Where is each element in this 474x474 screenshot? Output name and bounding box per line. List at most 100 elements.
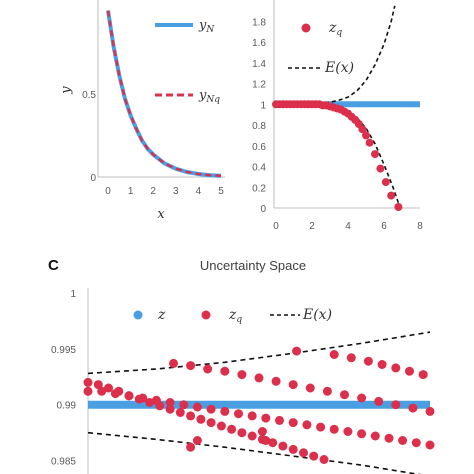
point-zq bbox=[83, 377, 93, 387]
point-zq bbox=[365, 138, 374, 147]
point-zq bbox=[268, 438, 278, 448]
y-tick-label: 0.6 bbox=[252, 142, 266, 153]
x-tick-label: 2 bbox=[309, 221, 315, 232]
point-zq bbox=[377, 360, 387, 369]
point-zq bbox=[408, 403, 418, 413]
point-zq bbox=[206, 418, 216, 428]
y-tick-label: 1.8 bbox=[252, 17, 266, 28]
point-zq bbox=[145, 398, 155, 407]
point-zq bbox=[381, 178, 390, 187]
legend-label-zq: zq bbox=[328, 20, 342, 38]
point-zq bbox=[234, 409, 243, 419]
y-tick-label: 1.4 bbox=[252, 59, 266, 70]
point-zq bbox=[271, 376, 281, 386]
point-zq bbox=[357, 429, 367, 439]
point-zq bbox=[165, 398, 175, 407]
point-zq bbox=[309, 451, 319, 461]
point-zq bbox=[220, 366, 230, 376]
y-tick-label: 0.8 bbox=[252, 121, 266, 132]
point-zq bbox=[376, 164, 385, 173]
point-zq bbox=[196, 414, 206, 424]
point-zq bbox=[411, 438, 421, 448]
x-tick-label: 3 bbox=[173, 186, 179, 197]
point-zq bbox=[357, 393, 367, 403]
series-line-y_Nq bbox=[106, 10, 222, 177]
point-zq bbox=[104, 383, 113, 393]
point-zq bbox=[186, 361, 196, 371]
point-zq bbox=[192, 436, 202, 445]
bound-lower-Ex bbox=[276, 103, 401, 209]
x-tick-label: 2 bbox=[150, 186, 156, 197]
point-zq bbox=[340, 390, 349, 400]
x-tick-label: 0 bbox=[105, 186, 111, 197]
panel-bottom: C Uncertainty Space 1 0.995 0.99 0.985 z zq… bbox=[48, 257, 435, 474]
legend-label-zq: zq bbox=[228, 307, 242, 325]
y-tick-label: 0.5 bbox=[82, 90, 96, 101]
point-zq bbox=[358, 125, 367, 134]
y-tick-label: 1.6 bbox=[252, 38, 266, 49]
point-zq bbox=[247, 431, 257, 441]
legend-swatch-z bbox=[133, 310, 143, 320]
x-tick-label: 6 bbox=[381, 221, 387, 232]
point-zq bbox=[93, 380, 103, 390]
legend-label-z: z bbox=[157, 307, 166, 323]
y-tick-label: 0.4 bbox=[252, 163, 266, 174]
point-zq bbox=[384, 433, 394, 443]
point-zq bbox=[186, 442, 196, 452]
point-zq bbox=[425, 406, 435, 416]
point-zq bbox=[316, 422, 326, 432]
point-zq bbox=[405, 366, 414, 376]
point-zq bbox=[322, 386, 332, 396]
point-zq bbox=[391, 363, 401, 373]
point-zq bbox=[227, 424, 237, 434]
point-zq bbox=[261, 436, 271, 445]
point-zq bbox=[192, 402, 202, 412]
point-zq bbox=[391, 400, 401, 410]
point-zq bbox=[343, 427, 353, 436]
y-tick-label: 0.995 bbox=[51, 345, 76, 356]
point-zq bbox=[165, 404, 175, 414]
point-zq bbox=[169, 358, 178, 368]
point-zq bbox=[346, 353, 356, 363]
point-zq bbox=[203, 364, 213, 374]
point-zq bbox=[220, 406, 230, 416]
point-zq bbox=[418, 370, 428, 380]
x-tick-label: 4 bbox=[345, 221, 351, 232]
point-zq bbox=[179, 400, 189, 410]
y-tick-label: 0.2 bbox=[252, 183, 266, 194]
point-zq bbox=[305, 383, 315, 393]
point-zq bbox=[247, 411, 257, 421]
x-tick-label: 5 bbox=[218, 186, 224, 197]
point-zq bbox=[319, 455, 329, 464]
bound-upper-Ex bbox=[87, 331, 431, 375]
point-zq bbox=[237, 428, 247, 438]
legend-swatch-zq bbox=[201, 310, 211, 320]
point-zq bbox=[138, 393, 148, 403]
y-tick-label: 0 bbox=[260, 204, 266, 215]
point-zq bbox=[97, 386, 107, 396]
panel-left-top: 0 1 2 3 4 5 0 0.5 x y yN yNq bbox=[59, 0, 225, 222]
point-zq bbox=[83, 386, 93, 396]
point-zq bbox=[425, 440, 435, 450]
point-zq bbox=[371, 150, 379, 159]
point-zq bbox=[363, 356, 373, 366]
point-zq bbox=[302, 420, 312, 430]
y-tick-label: 0.99 bbox=[57, 401, 77, 412]
x-tick-label: 8 bbox=[417, 221, 423, 232]
point-zq bbox=[261, 413, 271, 423]
legend-label-Ex: E(x) bbox=[302, 307, 332, 323]
point-zq bbox=[329, 424, 339, 434]
y-tick-label: 0 bbox=[90, 173, 96, 184]
x-tick-label: 4 bbox=[196, 186, 202, 197]
point-zq bbox=[275, 415, 284, 425]
point-zq bbox=[237, 370, 247, 380]
point-zq bbox=[288, 380, 298, 390]
x-tick-label: 1 bbox=[128, 186, 134, 197]
y-tick-label: 1.2 bbox=[252, 80, 266, 91]
point-zq bbox=[370, 431, 380, 441]
x-axis-label: x bbox=[157, 207, 165, 222]
point-zq bbox=[299, 448, 308, 458]
bound-upper-Ex bbox=[276, 5, 396, 106]
point-zq bbox=[362, 131, 370, 140]
